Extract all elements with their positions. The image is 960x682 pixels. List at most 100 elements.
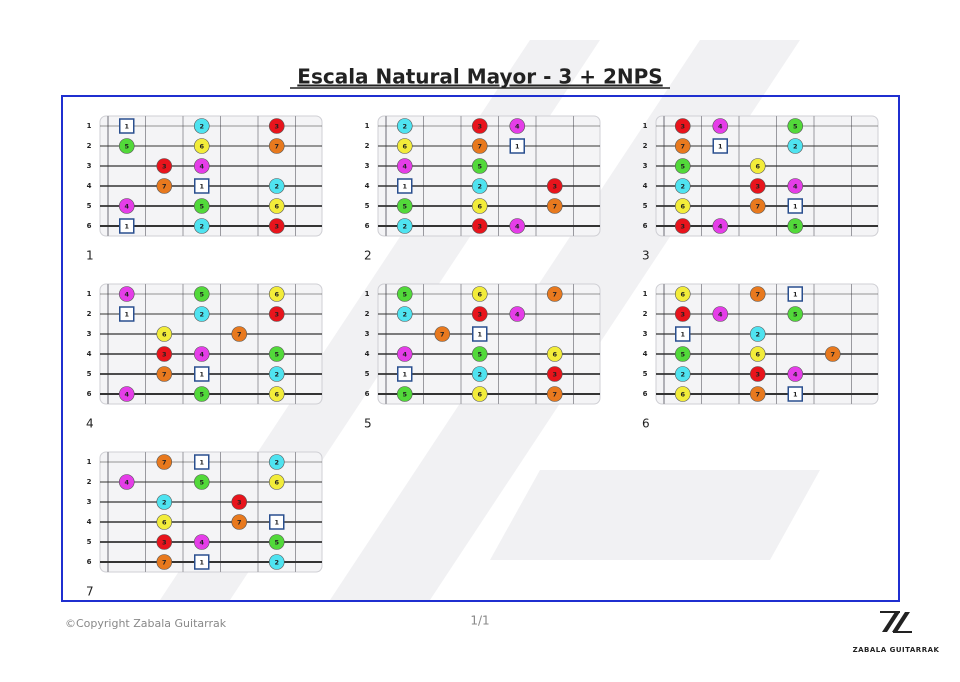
- degree-label: 2: [793, 143, 798, 151]
- degree-label: 6: [680, 203, 685, 211]
- scale-note: [546, 386, 563, 402]
- degree-label: 6: [274, 203, 279, 211]
- degree-label: 6: [680, 291, 685, 299]
- degree-label: 4: [124, 203, 129, 211]
- scale-note: [674, 346, 691, 362]
- degree-label: 3: [680, 123, 685, 131]
- scale-note: [674, 158, 691, 174]
- degree-label: 7: [162, 459, 167, 467]
- string-label: 2: [643, 310, 648, 318]
- degree-label: 3: [680, 311, 685, 319]
- degree-label: 6: [477, 291, 482, 299]
- degree-label: 1: [718, 143, 723, 151]
- scale-note: [471, 178, 488, 194]
- scale-note: [749, 326, 766, 342]
- degree-label: 5: [793, 223, 798, 231]
- scale-note: [193, 286, 210, 302]
- scale-note: [712, 306, 729, 322]
- scale-note: [546, 286, 563, 302]
- degree-label: 2: [755, 331, 760, 339]
- degree-label: 7: [552, 391, 557, 399]
- string-label: 1: [643, 290, 648, 298]
- string-label: 3: [87, 162, 92, 170]
- scale-note: [193, 138, 210, 154]
- string-label: 4: [365, 350, 370, 358]
- fretboard: [655, 283, 879, 405]
- scale-note: [156, 514, 173, 530]
- fretboard: [99, 283, 323, 405]
- degree-label: 5: [680, 163, 685, 171]
- diagram-label: 1: [86, 249, 94, 263]
- degree-label: 1: [793, 391, 798, 399]
- degree-label: 7: [162, 183, 167, 191]
- scale-note: [156, 178, 173, 194]
- scale-note: [193, 534, 210, 550]
- degree-label: 2: [274, 183, 279, 191]
- string-label: 1: [87, 458, 92, 466]
- string-label: 6: [87, 222, 92, 230]
- fretboard-diagram: 1 1 2 3 2 5 6 7 3 3 4 4 7 1 2 5 4 5 6 6 1 2 3 1: [86, 115, 323, 263]
- scale-note: [396, 118, 413, 134]
- scale-note: [749, 286, 766, 302]
- scale-note: [396, 138, 413, 154]
- scale-note: [471, 386, 488, 402]
- scale-note: [546, 178, 563, 194]
- string-label: 5: [365, 370, 370, 378]
- scale-note: [749, 386, 766, 402]
- root-note: [787, 286, 803, 302]
- degree-label: 2: [199, 123, 204, 131]
- root-note: [194, 366, 210, 382]
- string-label: 3: [365, 162, 370, 170]
- degree-label: 1: [793, 291, 798, 299]
- scale-note: [193, 158, 210, 174]
- string-label: 3: [643, 162, 648, 170]
- scale-note: [396, 198, 413, 214]
- string-label: 5: [365, 202, 370, 210]
- fretboard-diagram: 1 3 4 52 7 1 23 5 64 2 3 45 6 7 16 3 4 53: [642, 115, 879, 263]
- scale-note: [268, 346, 285, 362]
- string-label: 6: [87, 390, 92, 398]
- degree-label: 4: [718, 311, 723, 319]
- degree-label: 3: [680, 223, 685, 231]
- degree-label: 3: [755, 183, 760, 191]
- scale-note: [509, 218, 526, 234]
- root-note: [194, 454, 210, 470]
- scale-note: [787, 178, 804, 194]
- string-label: 6: [365, 390, 370, 398]
- degree-label: 6: [552, 351, 557, 359]
- degree-label: 5: [402, 203, 407, 211]
- scale-note: [268, 474, 285, 490]
- degree-label: 2: [274, 371, 279, 379]
- scale-note: [824, 346, 841, 362]
- scale-note: [471, 366, 488, 382]
- diagram-label: 6: [642, 417, 650, 431]
- diagram-label: 2: [364, 249, 372, 263]
- scale-note: [749, 178, 766, 194]
- scale-note: [674, 138, 691, 154]
- degree-label: 6: [274, 391, 279, 399]
- degree-label: 4: [402, 163, 407, 171]
- root-note: [472, 326, 488, 342]
- scale-note: [509, 118, 526, 134]
- scale-note: [193, 198, 210, 214]
- scale-note: [268, 554, 285, 570]
- scale-note: [787, 218, 804, 234]
- degree-label: 7: [755, 203, 760, 211]
- diagram-label: 5: [364, 417, 372, 431]
- degree-label: 4: [124, 479, 129, 487]
- fretboard-diagram: 1 6 7 1 2 3 4 5 3 1 2 4 5 6 7 5 2 3 4 6 6 7 1 6: [642, 283, 879, 431]
- degree-label: 7: [477, 143, 482, 151]
- degree-label: 6: [477, 391, 482, 399]
- string-label: 4: [643, 350, 648, 358]
- degree-label: 5: [274, 351, 279, 359]
- scale-note: [156, 158, 173, 174]
- string-label: 1: [365, 290, 370, 298]
- scale-note: [156, 454, 173, 470]
- degree-label: 2: [162, 499, 167, 507]
- root-note: [194, 178, 210, 194]
- page-number: 1/1: [470, 614, 489, 628]
- fretboard-diagram: 1 7 1 2 2 4 5 6 3 2 3 4 6 7 1 5 3 4 5 6 7 1 2 7: [86, 451, 323, 599]
- scale-note: [156, 534, 173, 550]
- scale-note: [193, 218, 210, 234]
